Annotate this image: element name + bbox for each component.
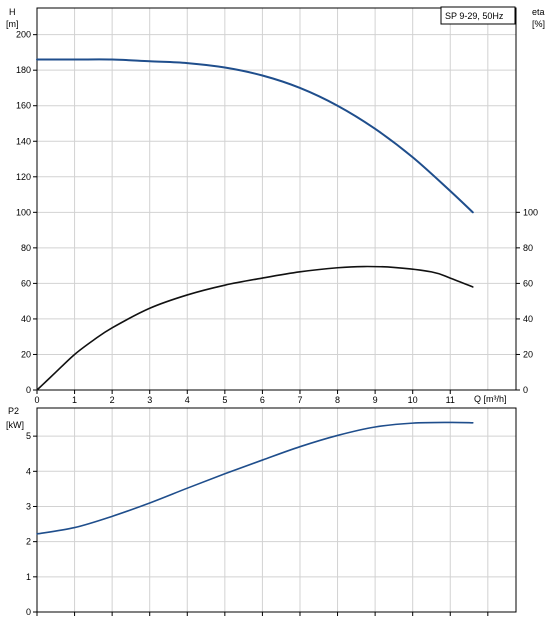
bottom-chart-series [36,421,474,535]
efficiency-tick-label: 0 [523,385,528,395]
flow-tick-label: 3 [147,395,152,405]
flow-tick-label: 6 [260,395,265,405]
bottom-chart-grid [37,408,516,612]
power-tick-label: 0 [26,607,31,617]
efficiency-tick-label: 20 [523,349,533,359]
power-tick-label: 4 [26,466,31,476]
top-chart-frame [36,7,517,391]
flow-tick-label: 1 [72,395,77,405]
head-tick-label: 200 [16,30,31,40]
efficiency-tick-label: 60 [523,278,533,288]
power-tick-label: 2 [26,537,31,547]
power-tick-label: 3 [26,501,31,511]
head-tick-label: 140 [16,136,31,146]
head-tick-label: 0 [26,385,31,395]
efficiency-tick-label: 40 [523,314,533,324]
head-tick-label: 60 [21,278,31,288]
bottom-chart-ticks: 0 1 2 3 4 5 [26,431,489,617]
power-axis-unit: [kW] [6,420,24,430]
legend-box [440,6,516,25]
head-tick-label: 20 [21,349,31,359]
top-chart-grid [37,8,516,390]
efficiency-axis-unit: [%] [532,19,545,29]
head-tick-label: 80 [21,243,31,253]
efficiency-tick-label: 100 [523,207,538,217]
top-chart-ticks: 0 20 40 60 80 100 120 140 160 180 200 0 20 40 60 80 100 0… [16,30,538,405]
flow-tick-label: 7 [297,395,302,405]
efficiency-tick-label: 80 [523,243,533,253]
top-chart-series [36,58,474,391]
head-axis-unit: [m] [6,19,19,29]
flow-tick-label: 4 [185,395,190,405]
flow-tick-label: 11 [446,395,455,405]
flow-tick-label: 10 [408,395,418,405]
head-axis-label: H [9,7,16,17]
flow-tick-label: 2 [110,395,115,405]
flow-axis-label: Q [m³/h] [474,394,507,404]
head-tick-label: 100 [16,207,31,217]
flow-tick-label: 8 [335,395,340,405]
flow-tick-label: 5 [222,395,227,405]
head-tick-label: 160 [16,101,31,111]
bottom-chart-frame [36,407,517,613]
legend-text: SP 9-29, 50Hz [445,11,504,21]
flow-tick-label: 0 [34,395,39,405]
power-tick-label: 1 [26,572,31,582]
power-curve [36,421,474,535]
efficiency-curve [36,265,474,391]
head-tick-label: 180 [16,65,31,75]
efficiency-axis-label: eta [532,7,545,17]
flow-tick-label: 9 [373,395,378,405]
head-curve [36,58,474,214]
model-legend: SP 9-29, 50Hz [440,6,516,25]
head-tick-label: 40 [21,314,31,324]
head-tick-label: 120 [16,172,31,182]
power-axis-label: P2 [8,406,19,416]
power-tick-label: 5 [26,431,31,441]
